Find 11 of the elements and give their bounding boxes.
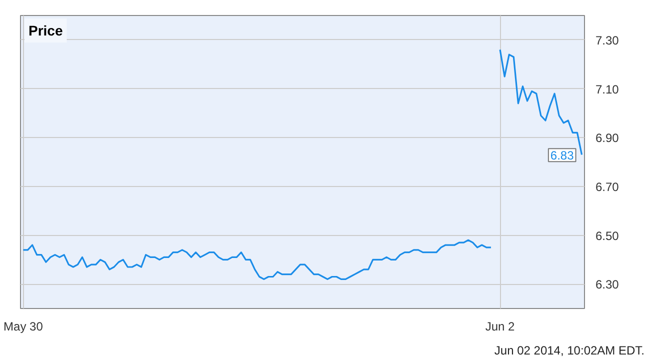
- y-tick-label: 6.50: [596, 228, 620, 243]
- y-tick-label: 6.70: [596, 180, 620, 194]
- x-tick-label: Jun 2: [485, 320, 516, 334]
- data-label: 6.83: [550, 148, 574, 163]
- x-tick-label: May 30: [4, 320, 44, 334]
- y-tick-label: 6.90: [596, 131, 620, 146]
- text: Price: [28, 22, 63, 38]
- y-tick-label: 7.10: [596, 82, 620, 96]
- y-tick-label: 6.30: [596, 278, 620, 292]
- text: Jun 02 2014, 10:02AM EDT.: [494, 344, 644, 358]
- y-tick-label: 7.30: [596, 33, 620, 48]
